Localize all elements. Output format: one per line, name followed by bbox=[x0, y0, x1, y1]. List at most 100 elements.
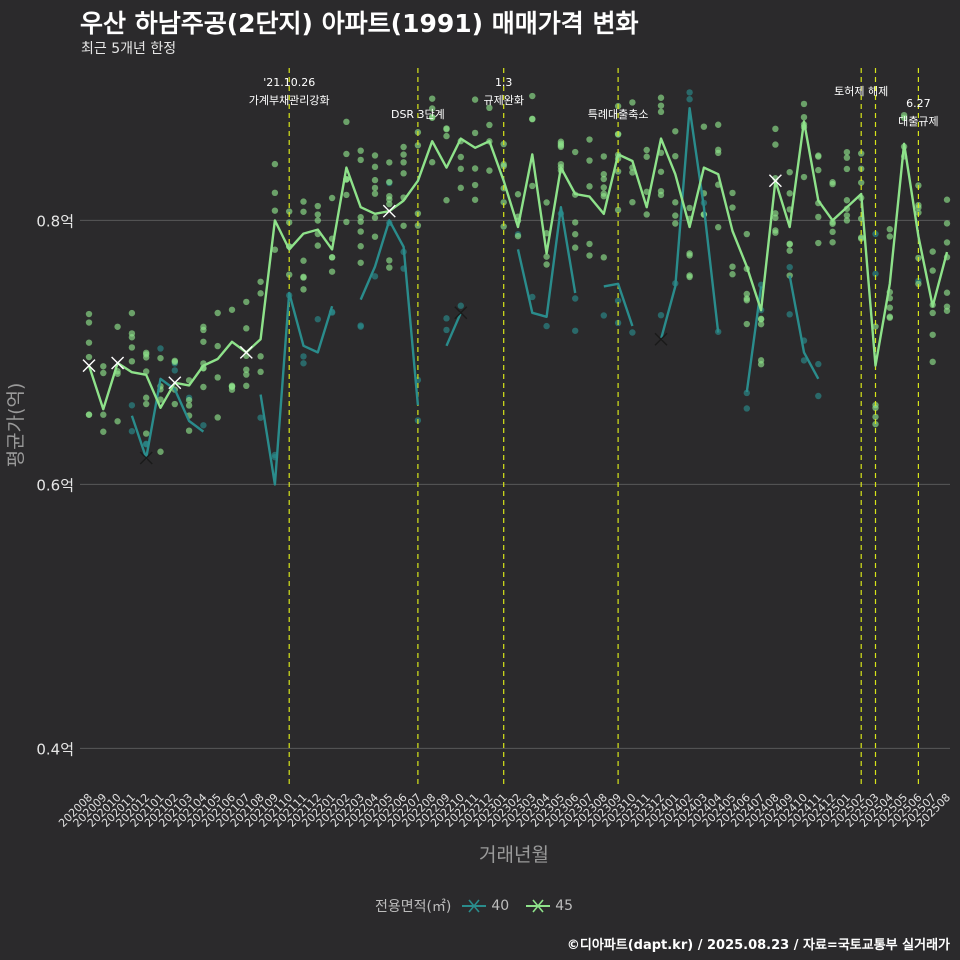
scatter-point-45-60-4 bbox=[943, 196, 951, 203]
point-marker-stroke-b-40-26 bbox=[454, 306, 468, 320]
scatter-point-45-19-3 bbox=[357, 218, 364, 225]
scatter-layer bbox=[85, 89, 951, 461]
scatter-point-45-19-1 bbox=[357, 259, 364, 266]
series-line-45 bbox=[87, 120, 949, 411]
scatter-point-45-56-1 bbox=[886, 233, 893, 240]
scatter-point-45-48-4 bbox=[772, 214, 779, 221]
point-marker-stroke-b-40-40 bbox=[654, 332, 668, 346]
scatter-point-45-34-3 bbox=[572, 148, 579, 156]
scatter-point-45-32-1 bbox=[543, 199, 550, 206]
scatter-point-45-36-6 bbox=[600, 254, 607, 261]
scatter-point-40-46-0 bbox=[743, 405, 750, 412]
scatter-point-40-3-1 bbox=[128, 402, 136, 409]
y-tick-label-2: 0.8억 bbox=[36, 212, 74, 230]
scatter-point-45-20-6 bbox=[371, 233, 379, 240]
scatter-point-45-16-2 bbox=[314, 202, 321, 210]
scatter-point-45-30-3 bbox=[514, 232, 522, 240]
scatter-point-45-24-0 bbox=[429, 159, 436, 166]
line-layer bbox=[87, 108, 949, 484]
scatter-point-45-9-3 bbox=[214, 342, 221, 350]
scatter-point-45-6-2 bbox=[171, 400, 178, 408]
scatter-point-45-29-4 bbox=[500, 162, 507, 170]
scatter-point-45-13-0 bbox=[271, 207, 279, 214]
event-label-2-1: 규제완화 bbox=[483, 94, 523, 107]
scatter-point-45-4-6 bbox=[143, 351, 150, 358]
scatter-point-45-17-3 bbox=[328, 268, 336, 275]
scatter-point-45-34-1 bbox=[572, 244, 579, 251]
scatter-point-45-46-5 bbox=[743, 290, 750, 298]
scatter-point-45-5-3 bbox=[157, 448, 164, 455]
scatter-point-45-56-3 bbox=[886, 226, 893, 233]
scatter-point-45-48-6 bbox=[772, 210, 779, 217]
scatter-point-45-19-2 bbox=[357, 214, 364, 221]
scatter-point-45-41-4 bbox=[672, 220, 679, 227]
scatter-point-45-31-0 bbox=[529, 92, 536, 100]
point-marker-45-48 bbox=[768, 174, 782, 188]
scatter-point-45-12-2 bbox=[257, 278, 264, 285]
scatter-point-40-34-1 bbox=[572, 327, 579, 334]
scatter-point-45-21-4 bbox=[386, 159, 393, 166]
event-label-1-0: DSR 3단계 bbox=[391, 108, 445, 121]
scatter-point-45-29-0 bbox=[500, 223, 507, 230]
scatter-point-45-20-3 bbox=[371, 214, 379, 221]
scatter-point-45-14-1 bbox=[286, 271, 293, 278]
scatter-point-45-45-0 bbox=[729, 271, 736, 278]
scatter-point-45-2-3 bbox=[114, 418, 121, 425]
scatter-point-45-18-4 bbox=[343, 218, 350, 226]
event-label-0-0: '21.10.26 bbox=[263, 76, 315, 89]
scatter-point-45-34-0 bbox=[572, 219, 579, 226]
scatter-point-45-35-3 bbox=[586, 157, 593, 164]
scatter-point-45-42-1 bbox=[686, 204, 693, 212]
scatter-point-45-36-2 bbox=[600, 171, 607, 178]
scatter-point-45-35-0 bbox=[586, 252, 593, 259]
scatter-point-45-13-2 bbox=[271, 246, 279, 253]
scatter-point-45-25-2 bbox=[443, 132, 450, 140]
scatter-point-45-42-4 bbox=[686, 252, 693, 259]
scatter-point-45-21-2 bbox=[386, 200, 393, 208]
chart-title: 우산 하남주공(2단지) 아파트(1991) 매매가격 변화 bbox=[80, 9, 639, 38]
scatter-point-45-0-4 bbox=[85, 310, 93, 318]
scatter-point-45-0-1 bbox=[85, 353, 93, 361]
scatter-point-45-28-3 bbox=[486, 121, 493, 129]
y-tick-label-1: 0.6억 bbox=[36, 476, 74, 494]
axis-layer: 0.4억0.6억0.8억2020082020092020102020112020… bbox=[5, 212, 953, 866]
scatter-point-45-43-2 bbox=[700, 123, 708, 130]
scatter-point-45-14-0 bbox=[286, 208, 293, 215]
scatter-point-40-51-1 bbox=[815, 392, 822, 400]
scatter-point-45-25-3 bbox=[443, 197, 450, 204]
scatter-point-45-60-1 bbox=[943, 220, 951, 227]
scatter-point-45-27-2 bbox=[471, 129, 479, 137]
scatter-point-45-15-4 bbox=[300, 286, 307, 293]
scatter-point-45-35-1 bbox=[586, 240, 593, 248]
scatter-point-45-26-2 bbox=[457, 153, 464, 161]
scatter-point-45-28-0 bbox=[486, 167, 493, 174]
scatter-point-45-51-3 bbox=[815, 213, 822, 221]
scatter-point-45-38-0 bbox=[629, 198, 636, 206]
scatter-point-45-19-0 bbox=[357, 147, 364, 154]
scatter-point-45-20-2 bbox=[371, 176, 379, 184]
scatter-point-45-54-1 bbox=[858, 179, 865, 186]
scatter-point-45-11-0 bbox=[243, 325, 250, 332]
scatter-point-45-11-3 bbox=[243, 352, 250, 360]
scatter-point-40-12-0 bbox=[257, 414, 264, 421]
scatter-point-45-21-5 bbox=[386, 178, 393, 186]
scatter-point-45-53-6 bbox=[843, 148, 851, 156]
scatter-point-45-21-1 bbox=[386, 192, 393, 200]
scatter-point-45-11-5 bbox=[243, 371, 250, 378]
scatter-point-45-52-4 bbox=[829, 228, 836, 236]
point-marker-stroke-b-40-4 bbox=[139, 451, 153, 465]
scatter-point-45-12-0 bbox=[257, 290, 264, 297]
legend-key-40 bbox=[462, 899, 487, 913]
scatter-point-45-55-4 bbox=[872, 420, 879, 428]
scatter-point-45-41-1 bbox=[672, 152, 679, 160]
scatter-point-45-41-0 bbox=[672, 128, 679, 135]
scatter-point-40-41-0 bbox=[672, 280, 679, 287]
scatter-point-45-29-5 bbox=[500, 199, 507, 206]
scatter-point-45-16-1 bbox=[314, 242, 321, 249]
scatter-point-45-50-3 bbox=[800, 113, 808, 121]
scatter-point-45-17-4 bbox=[328, 194, 336, 202]
scatter-point-45-2-0 bbox=[114, 323, 121, 330]
scatter-point-45-6-3 bbox=[171, 357, 178, 364]
scatter-point-40-40-0 bbox=[657, 311, 665, 319]
